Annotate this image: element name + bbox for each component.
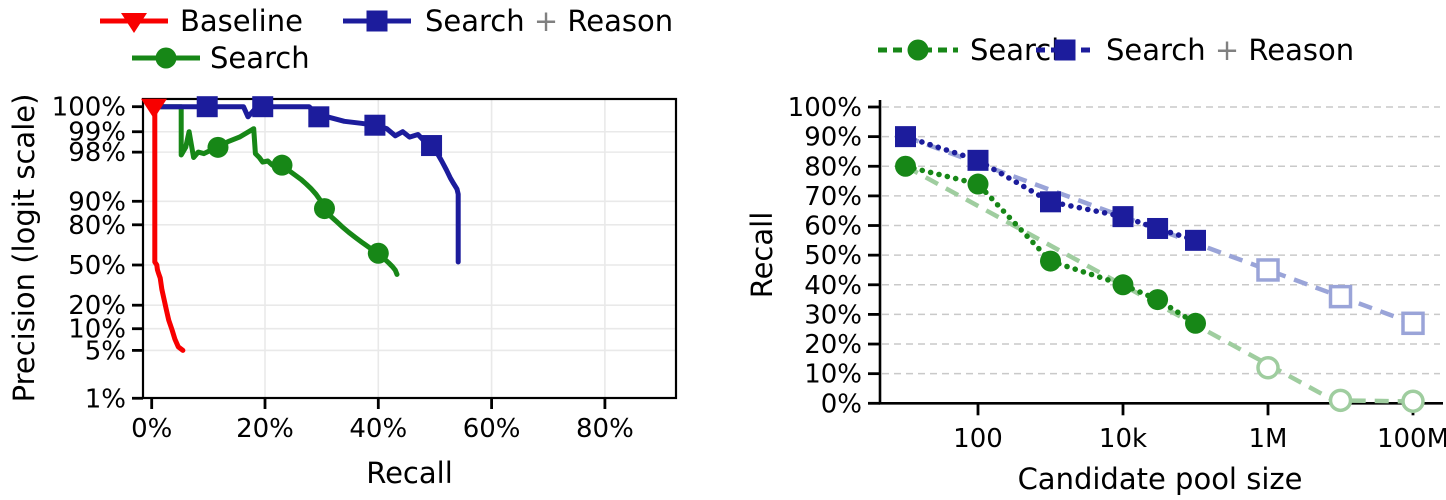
open-circle-marker — [1401, 389, 1425, 413]
y-tick-label: 100% — [788, 93, 862, 123]
x-tick-label: 1M — [1249, 424, 1288, 454]
right-x-axis-label: Candidate pool size — [1018, 462, 1303, 496]
y-tick-label: 0% — [821, 389, 862, 419]
legend-item: Baseline — [100, 4, 303, 38]
y-tick-label: 99% — [68, 118, 126, 148]
x-tick-label: 0% — [131, 414, 172, 444]
square-marker — [895, 126, 916, 148]
legend-label: Baseline — [180, 4, 303, 38]
square-marker — [1112, 206, 1134, 228]
y-tick-label: 5% — [85, 336, 126, 366]
fit-dashed-line — [904, 164, 1414, 404]
circle-marker — [967, 173, 989, 195]
square-marker — [252, 96, 274, 118]
y-tick-label: 40% — [804, 271, 862, 301]
series-search-reason — [895, 126, 1425, 336]
legend-label: Search + Reason — [425, 4, 673, 38]
y-tick-label: 50% — [68, 251, 126, 281]
x-tick-label: 40% — [349, 414, 407, 444]
circle-marker — [313, 198, 335, 220]
open-square-marker — [1401, 311, 1425, 336]
square-marker — [364, 114, 386, 136]
series-line — [151, 104, 186, 353]
circle-marker — [207, 136, 229, 158]
open-square-marker — [1256, 258, 1280, 282]
triangle-down-marker — [121, 13, 147, 33]
circle-marker — [1112, 274, 1134, 296]
x-tick-label: 100 — [953, 424, 1003, 454]
y-tick-label: 10% — [68, 315, 126, 345]
right-chart: 100 10k 1M 100M 0%10%20%30%40%50%60%70%80%90… — [745, 33, 1446, 496]
square-marker — [1054, 39, 1076, 61]
x-tick-label: 10k — [1099, 424, 1147, 454]
square-marker — [1040, 191, 1061, 213]
series-baseline — [140, 98, 186, 353]
x-tick-label: 80% — [576, 414, 634, 444]
circle-marker — [271, 154, 293, 176]
right-gridlines — [882, 106, 1440, 375]
left-chart: 0% 20% 40% 60% 80%100%99%98%90%80%50%20%10%5… — [7, 4, 678, 490]
fit-dashed-line — [904, 134, 1414, 326]
y-tick-label: 50% — [804, 241, 862, 271]
series-search — [895, 155, 1425, 413]
y-tick-label: 30% — [804, 300, 862, 330]
y-tick-label: 100% — [52, 93, 126, 123]
y-tick-label: 90% — [804, 123, 862, 153]
square-marker — [1147, 217, 1169, 239]
circle-marker — [367, 242, 389, 264]
legend-label: Search — [210, 41, 310, 75]
left-axes: 0% 20% 40% 60% 80%100%99%98%90%80%50%20%10%5… — [52, 93, 634, 444]
circle-marker — [1185, 312, 1206, 334]
series-search-reason — [150, 96, 461, 265]
left-x-axis-label: Recall — [366, 456, 453, 490]
x-tick-label: 20% — [236, 414, 294, 444]
left-legend: Baseline Search + Reason Search — [100, 4, 673, 75]
legend-item: Search + Reason — [343, 4, 673, 38]
square-marker — [196, 96, 218, 118]
y-tick-label: 90% — [68, 187, 126, 217]
x-tick-label: 100M — [1377, 424, 1446, 454]
right-y-axis-label: Recall — [745, 212, 779, 299]
square-marker — [967, 149, 989, 171]
triangle-down-marker — [140, 98, 167, 119]
open-square-marker — [1328, 284, 1353, 309]
circle-marker — [1040, 250, 1061, 272]
y-tick-label: 98% — [68, 138, 126, 168]
circle-marker — [907, 39, 929, 61]
square-marker — [308, 106, 330, 128]
right-axes: 100 10k 1M 100M 0%10%20%30%40%50%60%70%80%90… — [788, 93, 1446, 454]
series-search — [150, 104, 400, 277]
y-tick-label: 80% — [804, 152, 862, 182]
series-line — [150, 104, 400, 277]
left-gridlines — [143, 99, 676, 398]
y-tick-label: 10% — [804, 360, 862, 390]
y-tick-label: 60% — [804, 212, 862, 242]
plot-frame — [141, 97, 678, 400]
y-tick-label: 20% — [68, 291, 126, 321]
y-tick-label: 20% — [804, 330, 862, 360]
circle-marker — [155, 47, 177, 69]
y-tick-label: 70% — [804, 182, 862, 212]
open-circle-marker — [1328, 388, 1353, 413]
square-marker — [366, 10, 388, 32]
open-circle-marker — [1256, 355, 1280, 380]
x-tick-label: 60% — [463, 414, 521, 444]
square-marker — [421, 135, 443, 157]
legend-item: Search + Reason — [1036, 33, 1354, 67]
circle-marker — [1147, 289, 1169, 311]
legend-item: Search — [132, 41, 310, 75]
left-y-axis-label: Precision (logit scale) — [7, 94, 41, 403]
right-legend: Search Search + Reason — [878, 33, 1354, 67]
square-marker — [1185, 229, 1206, 251]
y-tick-label: 80% — [68, 211, 126, 241]
legend-label: Search + Reason — [1106, 33, 1354, 67]
circle-marker — [895, 155, 916, 177]
y-tick-label: 1% — [85, 384, 126, 414]
